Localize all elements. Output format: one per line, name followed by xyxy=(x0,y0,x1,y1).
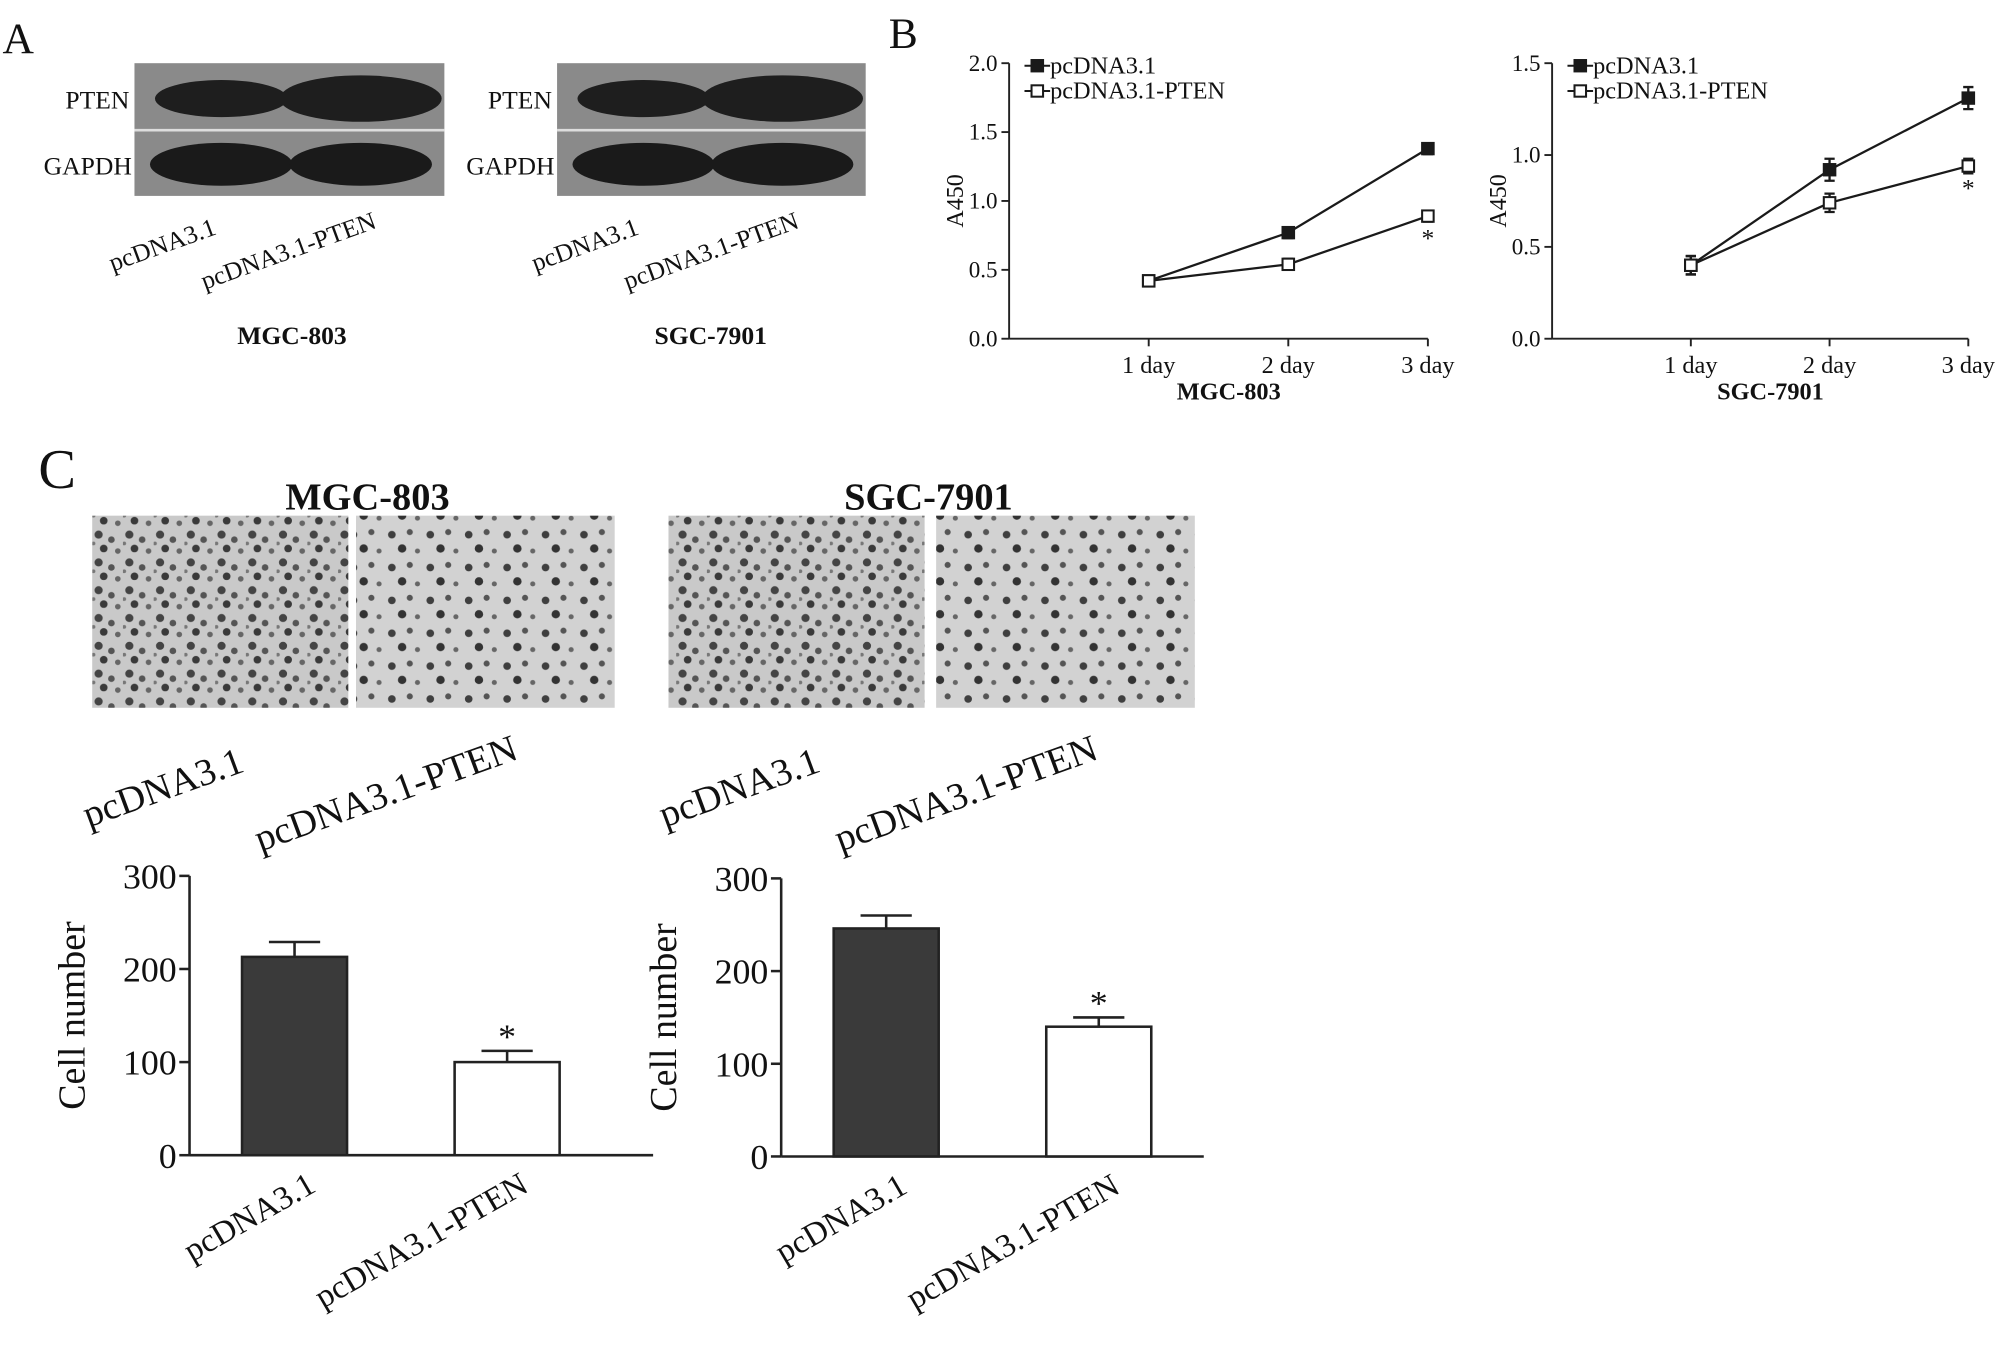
y-axis-label: A450 xyxy=(942,174,969,227)
x-tick-label: pcDNA3.1-PTEN xyxy=(309,1166,535,1315)
y-tick-label: 1.0 xyxy=(1512,143,1541,168)
x-tick-label: 1 day xyxy=(1122,352,1175,379)
point-marker xyxy=(1141,274,1156,288)
x-tick-label: 2 day xyxy=(1262,352,1315,379)
bar xyxy=(453,1060,561,1157)
y-tick-label: 1.5 xyxy=(969,120,998,145)
micrograph xyxy=(668,515,925,708)
blot-band xyxy=(572,142,715,186)
blot-band xyxy=(711,142,854,186)
micrograph-label: pcDNA3.1-PTEN xyxy=(249,728,523,860)
point-marker xyxy=(1684,258,1698,272)
panel-label: B xyxy=(889,10,918,58)
annotation: * xyxy=(1090,983,1108,1023)
y-tick-label: 0.5 xyxy=(1512,235,1541,260)
x-tick-label: 3 day xyxy=(1401,352,1454,379)
point-marker xyxy=(1961,159,1976,173)
point-marker xyxy=(1281,257,1296,272)
bar xyxy=(240,955,349,1157)
chart-title: SGC-7901 xyxy=(844,477,1013,519)
blot-band xyxy=(154,80,288,118)
y-tick-label: 200 xyxy=(715,952,769,992)
annotation: * xyxy=(498,1017,516,1057)
blot-band xyxy=(701,75,863,122)
x-tick-label: 3 day xyxy=(1942,352,1995,379)
y-tick-label: 300 xyxy=(123,857,177,897)
point-marker xyxy=(1281,225,1296,240)
micrograph xyxy=(356,515,615,708)
blot-lane-label: pcDNA3.1-PTEN xyxy=(619,206,802,295)
blot-band xyxy=(279,75,442,122)
y-tick-label: 1.0 xyxy=(969,189,998,214)
y-tick-label: 100 xyxy=(715,1045,769,1085)
y-tick-label: 0.5 xyxy=(969,258,998,283)
blot-band xyxy=(149,142,293,186)
blot-lane-label: pcDNA3.1-PTEN xyxy=(197,206,380,295)
y-tick-label: 300 xyxy=(715,859,769,899)
blot-cell-line: MGC-803 xyxy=(237,321,347,350)
x-tick-label: 2 day xyxy=(1803,352,1856,379)
legend-marker xyxy=(1573,59,1588,73)
point-marker xyxy=(1421,141,1435,156)
bar xyxy=(832,927,940,1158)
y-tick-label: 1.5 xyxy=(1512,51,1541,76)
point-marker xyxy=(1822,196,1837,210)
y-axis-label: A450 xyxy=(1485,174,1512,227)
y-axis-label: Cell number xyxy=(51,921,93,1110)
micrograph-label: pcDNA3.1-PTEN xyxy=(829,728,1103,860)
y-tick-label: 0.0 xyxy=(1512,326,1541,351)
micrograph xyxy=(936,515,1195,708)
blot-band xyxy=(289,142,432,186)
micrograph-label: pcDNA3.1 xyxy=(77,740,249,836)
x-axis-label: SGC-7901 xyxy=(1717,379,1824,406)
legend-label: pcDNA3.1 xyxy=(1593,52,1699,79)
micrograph-label: pcDNA3.1 xyxy=(653,740,825,836)
error-bar xyxy=(268,940,321,957)
x-tick-label: pcDNA3.1 xyxy=(178,1166,322,1269)
blot-band xyxy=(577,80,710,118)
x-tick-label: pcDNA3.1 xyxy=(769,1168,913,1271)
panel-label: C xyxy=(38,439,76,501)
legend-marker xyxy=(1573,84,1588,98)
point-marker xyxy=(1822,163,1837,177)
point-marker xyxy=(1961,91,1976,105)
annotation: * xyxy=(1421,224,1434,253)
bar xyxy=(1044,1025,1153,1158)
error-bar xyxy=(481,1049,533,1063)
x-tick-label: pcDNA3.1-PTEN xyxy=(900,1168,1126,1317)
legend-marker xyxy=(1030,59,1045,73)
panel-label: A xyxy=(3,15,34,63)
chart-title: MGC-803 xyxy=(285,477,449,519)
error-bar xyxy=(860,914,912,929)
error-bar xyxy=(1073,1016,1125,1027)
blot-row-label: PTEN xyxy=(65,86,129,115)
annotation: * xyxy=(1962,174,1975,203)
blot-cell-line: SGC-7901 xyxy=(655,321,767,350)
blot-row-label: PTEN xyxy=(488,86,552,115)
legend-label: pcDNA3.1 xyxy=(1050,52,1156,79)
micrograph xyxy=(92,515,349,708)
y-tick-label: 200 xyxy=(123,950,177,990)
x-tick-label: 1 day xyxy=(1664,352,1717,379)
y-tick-label: 100 xyxy=(123,1043,177,1083)
blot-row-label: GAPDH xyxy=(466,152,554,181)
blot-row-label: GAPDH xyxy=(44,152,132,181)
y-tick-label: 0 xyxy=(750,1137,768,1177)
legend-marker xyxy=(1030,84,1045,98)
point-marker xyxy=(1421,209,1435,223)
series-line xyxy=(1148,215,1429,282)
y-tick-label: 0 xyxy=(159,1136,177,1176)
y-tick-label: 0.0 xyxy=(969,326,998,351)
legend-label: pcDNA3.1-PTEN xyxy=(1593,78,1768,105)
x-axis-label: MGC-803 xyxy=(1177,379,1281,406)
legend-label: pcDNA3.1-PTEN xyxy=(1050,78,1225,105)
y-axis-label: Cell number xyxy=(643,923,685,1112)
y-tick-label: 2.0 xyxy=(969,51,998,76)
